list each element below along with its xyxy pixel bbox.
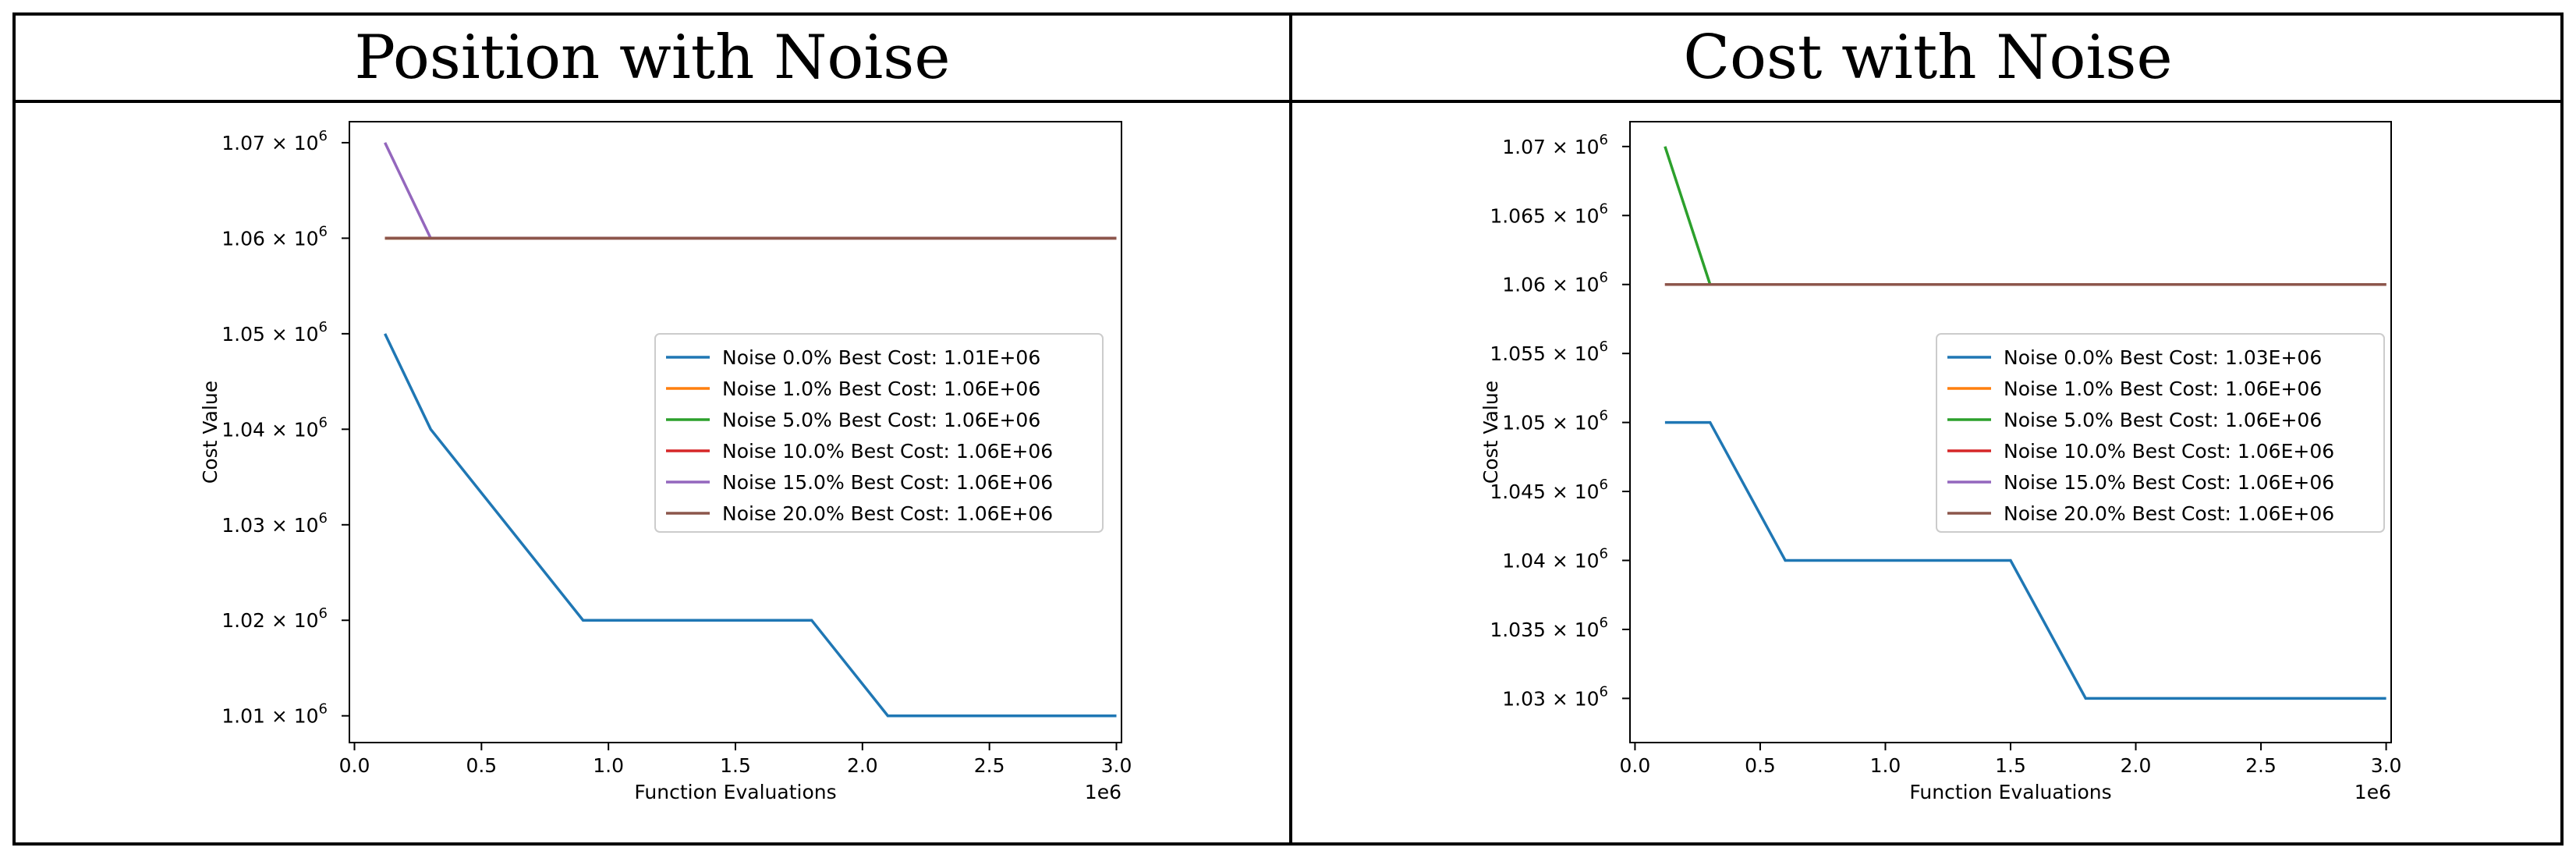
- y-tick-label: 1.01 × 106: [221, 701, 328, 728]
- y-tick-label: 1.035 × 106: [1490, 615, 1608, 641]
- left-panel-title: Position with Noise: [354, 23, 951, 93]
- y-tick-base: 1.03 × 10: [221, 514, 318, 537]
- y-tick-exponent: 6: [319, 414, 328, 431]
- y-tick-label: 1.045 × 106: [1490, 477, 1608, 503]
- y-tick-base: 1.065 × 10: [1490, 204, 1599, 227]
- series-line-0: [384, 333, 1117, 718]
- y-tick-exponent: 6: [1600, 615, 1608, 631]
- legend-label: Noise 1.0% Best Cost: 1.06E+06: [2004, 378, 2322, 400]
- x-axis-multiplier: 1e6: [1085, 781, 1121, 803]
- y-tick-label: 1.04 × 106: [1502, 546, 1608, 573]
- y-tick-exponent: 6: [1600, 546, 1608, 562]
- y-tick-label: 1.02 × 106: [221, 605, 328, 632]
- figure-table: Position with Noise Cost with Noise: [12, 12, 2564, 846]
- y-tick-exponent: 6: [319, 223, 328, 239]
- y-tick-base: 1.04 × 10: [1502, 550, 1599, 573]
- series-line-2: [1664, 146, 2386, 286]
- x-tick-label: 1.5: [720, 754, 751, 777]
- y-tick-exponent: 6: [1600, 132, 1608, 148]
- x-tick-label: 2.5: [974, 754, 1005, 777]
- legend-label: Noise 20.0% Best Cost: 1.06E+06: [722, 502, 1053, 525]
- legend-label: Noise 1.0% Best Cost: 1.06E+06: [722, 378, 1040, 400]
- y-tick-exponent: 6: [319, 319, 328, 335]
- x-tick-label: 3.0: [1101, 754, 1132, 777]
- x-tick-label: 0.0: [339, 754, 370, 777]
- y-axis-label: Cost Value: [1479, 381, 1502, 484]
- x-axis-multiplier: 1e6: [2355, 781, 2391, 803]
- legend-label: Noise 20.0% Best Cost: 1.06E+06: [2004, 502, 2334, 525]
- y-tick-base: 1.01 × 10: [221, 705, 318, 728]
- x-tick-label: 3.0: [2371, 754, 2402, 777]
- x-tick-label: 2.0: [847, 754, 878, 777]
- y-tick-base: 1.05 × 10: [221, 323, 318, 346]
- y-tick-exponent: 6: [319, 605, 328, 622]
- x-axis-label: Function Evaluations: [1909, 781, 2111, 803]
- y-tick-base: 1.06 × 10: [221, 227, 318, 250]
- header-divider: [16, 100, 2560, 103]
- x-tick-label: 0.5: [1745, 754, 1776, 777]
- legend-label: Noise 5.0% Best Cost: 1.06E+06: [2004, 409, 2322, 431]
- x-tick-label: 1.0: [593, 754, 624, 777]
- y-tick-base: 1.035 × 10: [1490, 619, 1599, 641]
- y-tick-base: 1.02 × 10: [221, 609, 318, 632]
- y-tick-label: 1.05 × 106: [221, 319, 328, 346]
- x-axis-label: Function Evaluations: [634, 781, 836, 803]
- legend-label: Noise 15.0% Best Cost: 1.06E+06: [722, 471, 1053, 494]
- y-tick-base: 1.045 × 10: [1490, 480, 1599, 503]
- y-tick-label: 1.055 × 106: [1490, 339, 1608, 365]
- legend-box: [654, 333, 1104, 533]
- y-tick-label: 1.07 × 106: [221, 128, 328, 154]
- y-tick-base: 1.03 × 10: [1502, 687, 1599, 710]
- y-tick-exponent: 6: [1600, 270, 1608, 286]
- x-tick-label: 0.0: [1620, 754, 1651, 777]
- y-tick-label: 1.06 × 106: [221, 223, 328, 250]
- y-tick-base: 1.04 × 10: [221, 418, 318, 441]
- series-line-0: [1664, 420, 2386, 700]
- y-tick-exponent: 6: [1600, 200, 1608, 217]
- x-tick-label: 2.5: [2245, 754, 2277, 777]
- y-tick-label: 1.05 × 106: [1502, 408, 1608, 434]
- y-tick-exponent: 6: [1600, 477, 1608, 493]
- x-tick-label: 1.0: [1870, 754, 1901, 777]
- x-tick-label: 1.5: [1995, 754, 2026, 777]
- y-tick-base: 1.07 × 10: [1502, 136, 1599, 158]
- y-tick-base: 1.055 × 10: [1490, 342, 1599, 365]
- y-tick-exponent: 6: [319, 510, 328, 526]
- y-tick-exponent: 6: [1600, 408, 1608, 424]
- legend-label: Noise 5.0% Best Cost: 1.06E+06: [722, 409, 1040, 431]
- y-tick-label: 1.03 × 106: [221, 510, 328, 537]
- legend-label: Noise 15.0% Best Cost: 1.06E+06: [2004, 471, 2334, 494]
- x-tick-label: 0.5: [466, 754, 497, 777]
- y-tick-base: 1.07 × 10: [221, 132, 318, 154]
- y-tick-exponent: 6: [1600, 683, 1608, 700]
- right-panel-title: Cost with Noise: [1683, 23, 2173, 93]
- legend-label: Noise 10.0% Best Cost: 1.06E+06: [2004, 440, 2334, 463]
- y-tick-exponent: 6: [319, 701, 328, 718]
- y-tick-label: 1.04 × 106: [221, 414, 328, 441]
- y-tick-label: 1.03 × 106: [1502, 683, 1608, 710]
- legend-label: Noise 0.0% Best Cost: 1.03E+06: [2004, 346, 2322, 369]
- legend-label: Noise 10.0% Best Cost: 1.06E+06: [722, 440, 1053, 463]
- y-axis-label: Cost Value: [199, 381, 221, 484]
- x-tick-label: 2.0: [2121, 754, 2152, 777]
- y-tick-exponent: 6: [1600, 339, 1608, 355]
- legend-label: Noise 0.0% Best Cost: 1.01E+06: [722, 346, 1040, 369]
- y-tick-base: 1.06 × 10: [1502, 274, 1599, 296]
- y-tick-label: 1.065 × 106: [1490, 200, 1608, 227]
- y-tick-exponent: 6: [319, 128, 328, 144]
- legend-box: [1936, 333, 2385, 533]
- y-tick-label: 1.07 × 106: [1502, 132, 1608, 158]
- y-tick-label: 1.06 × 106: [1502, 270, 1608, 296]
- y-tick-base: 1.05 × 10: [1502, 412, 1599, 434]
- column-divider: [1289, 16, 1292, 842]
